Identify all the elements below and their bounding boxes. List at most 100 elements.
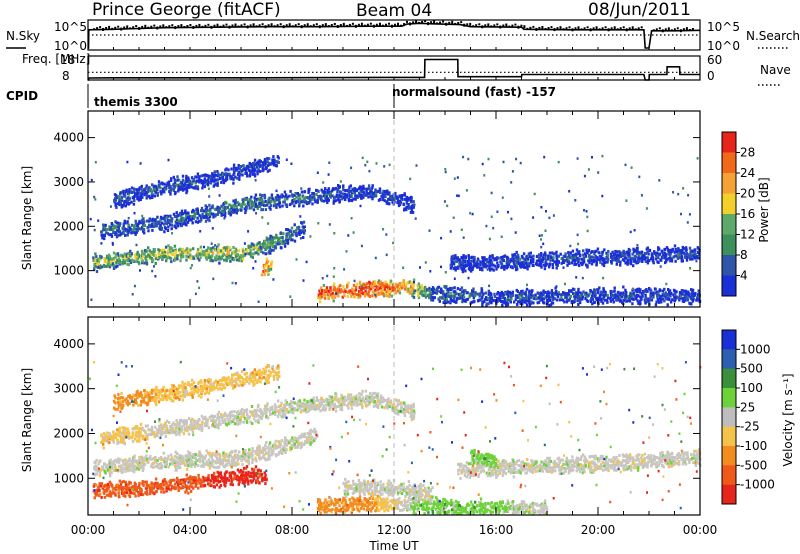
echo-cell <box>569 294 573 298</box>
echo-cell <box>584 293 587 297</box>
echo-cell <box>521 261 524 265</box>
echo-cell <box>154 188 157 191</box>
echo-cell <box>442 290 445 294</box>
echo-cell <box>244 172 247 175</box>
echo-cell <box>652 295 655 299</box>
echo-cell <box>97 259 101 263</box>
echo-cell <box>134 192 137 196</box>
echo-cell <box>381 281 384 285</box>
echo-cell <box>250 169 253 173</box>
echo-cell <box>121 470 124 474</box>
noise-jitter <box>622 26 625 29</box>
echo-cell <box>112 436 116 440</box>
echo-cell <box>241 454 244 458</box>
echo-cell <box>691 257 694 261</box>
echo-cell <box>161 426 165 430</box>
echo-cell <box>274 196 278 200</box>
echo-cell <box>153 254 156 257</box>
echo-cell <box>433 291 437 295</box>
echo-cell <box>154 221 158 225</box>
echo-cell <box>266 240 270 244</box>
echo-cell <box>203 215 206 218</box>
echo-cell <box>303 229 306 233</box>
echo-cell <box>127 223 130 227</box>
colorbar-segment <box>722 275 736 297</box>
echo-cell <box>263 159 266 163</box>
echo-cell <box>130 464 133 468</box>
echo-cell <box>134 254 138 258</box>
echo-cell <box>159 253 163 256</box>
echo-cell <box>589 289 592 292</box>
echo-cell <box>665 282 668 286</box>
echo-cell <box>376 292 379 296</box>
echo-cell <box>403 192 406 196</box>
echo-cell <box>588 257 592 261</box>
echo-cell <box>176 257 179 261</box>
echo-cell <box>639 288 642 292</box>
noise-jitter <box>589 28 592 32</box>
echo-cell <box>207 213 210 217</box>
echo-cell <box>259 457 262 461</box>
echo-cell <box>636 244 639 247</box>
echo-cell <box>424 292 427 296</box>
echo-cell <box>633 294 637 298</box>
echo-cell <box>112 231 115 235</box>
noise-jitter <box>234 23 237 27</box>
noise-jitter <box>466 23 469 26</box>
echo-cell <box>290 201 293 205</box>
echo-cell <box>368 280 371 284</box>
echo-cell <box>300 434 303 438</box>
echo-cell <box>453 266 457 270</box>
echo-cell <box>333 267 336 270</box>
echo-cell <box>503 264 506 268</box>
echo-cell <box>181 458 185 462</box>
noise-jitter <box>285 24 288 27</box>
echo-cell <box>167 248 171 252</box>
echo-cell <box>579 301 582 305</box>
echo-cell <box>615 250 619 254</box>
echo-cell <box>142 217 145 221</box>
echo-cell <box>207 246 210 250</box>
echo-cell <box>182 461 186 465</box>
echo-cell <box>553 260 556 264</box>
echo-cell <box>246 455 249 458</box>
echo-cell <box>522 260 525 264</box>
noise-jitter <box>598 28 601 31</box>
echo-cell <box>363 193 366 197</box>
echo-cell <box>116 442 119 445</box>
echo-cell <box>298 233 301 236</box>
noise-jitter <box>517 25 520 29</box>
echo-cell <box>319 300 322 304</box>
echo-cell <box>111 223 114 227</box>
echo-cell <box>540 263 543 266</box>
echo-cell <box>583 209 585 212</box>
echo-cell <box>235 176 239 180</box>
echo-cell <box>114 255 117 259</box>
echo-cell <box>373 282 376 286</box>
echo-cell <box>133 195 136 198</box>
echo-cell <box>464 255 467 259</box>
echo-cell <box>194 453 197 456</box>
echo-cell <box>595 288 598 292</box>
echo-cell <box>252 169 256 173</box>
echo-cell <box>236 208 240 212</box>
echo-cell <box>180 223 184 227</box>
echo-cell <box>248 206 251 210</box>
echo-cell <box>345 193 349 197</box>
echo-cell <box>268 443 271 447</box>
echo-cell <box>229 254 233 258</box>
echo-cell <box>118 195 121 199</box>
noise-jitter <box>168 25 171 29</box>
echo-cell <box>211 462 214 466</box>
echo-cell <box>294 192 297 195</box>
echo-cell <box>212 277 215 281</box>
echo-cell <box>463 299 466 302</box>
echo-cell <box>263 196 266 200</box>
echo-cell <box>211 246 215 250</box>
echo-cell <box>263 244 267 248</box>
echo-cell <box>631 257 635 261</box>
echo-cell <box>351 187 354 191</box>
echo-cell <box>191 221 194 225</box>
echo-cell <box>502 300 505 304</box>
echo-cell <box>481 256 484 260</box>
